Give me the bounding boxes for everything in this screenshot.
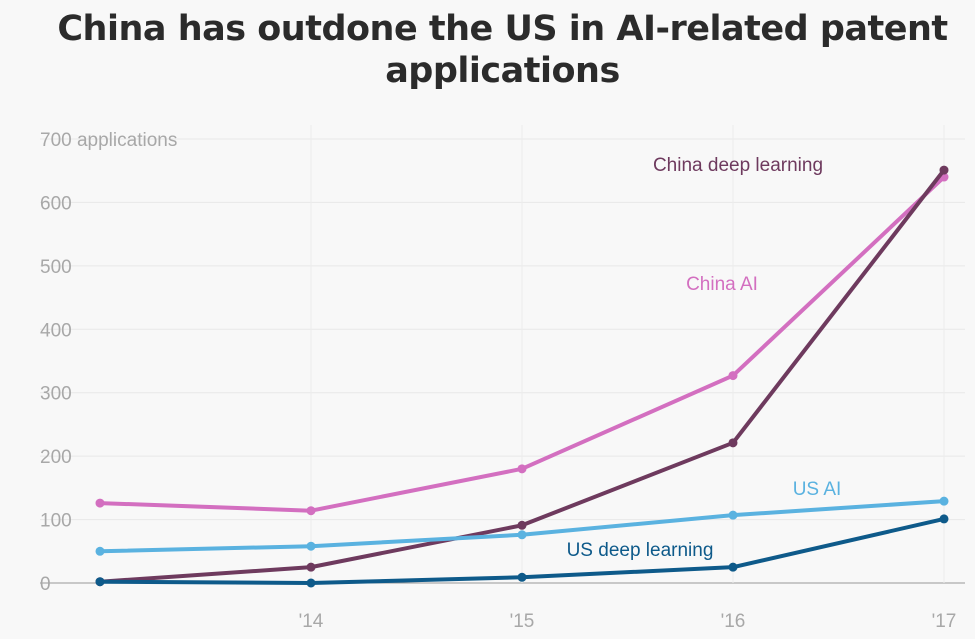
data-point <box>306 578 316 588</box>
y-tick-label: 0 <box>40 574 51 595</box>
series-label: China AI <box>686 274 758 295</box>
y-tick-label: 700 applications <box>40 130 177 151</box>
data-point <box>517 530 527 540</box>
x-tick-label: '14 <box>299 611 324 632</box>
x-tick-label: '15 <box>510 611 535 632</box>
data-point <box>939 165 949 175</box>
series-label: China deep learning <box>653 155 823 176</box>
data-point <box>306 541 316 551</box>
data-point <box>95 546 105 556</box>
x-tick-label: '16 <box>721 611 746 632</box>
data-point <box>306 506 316 516</box>
data-point <box>517 572 527 582</box>
y-tick-label: 400 <box>40 320 72 341</box>
data-point <box>517 464 527 474</box>
data-point <box>728 438 738 448</box>
data-point <box>95 577 105 587</box>
y-tick-label: 200 <box>40 447 72 468</box>
data-point <box>728 371 738 381</box>
data-point <box>95 498 105 508</box>
y-tick-label: 100 <box>40 511 72 532</box>
series-label: US AI <box>793 479 842 500</box>
data-point <box>517 520 527 530</box>
y-tick-label: 500 <box>40 257 72 278</box>
y-tick-label: 300 <box>40 384 72 405</box>
series-label: US deep learning <box>567 540 714 561</box>
data-point <box>939 514 949 524</box>
data-point <box>939 496 949 506</box>
chart-title: China has outdone the US in AI-related p… <box>57 9 948 91</box>
x-tick-label: '17 <box>932 611 957 632</box>
y-tick-label: 600 <box>40 193 72 214</box>
data-point <box>728 562 738 572</box>
data-point <box>306 562 316 572</box>
data-point <box>728 510 738 520</box>
